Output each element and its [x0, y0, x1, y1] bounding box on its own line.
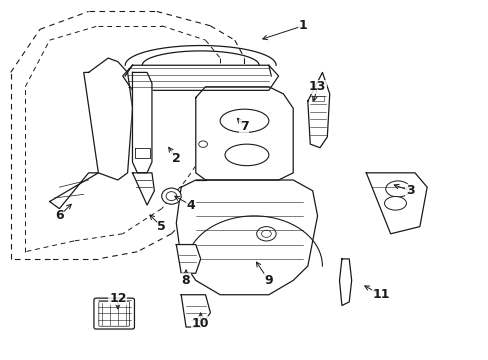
Polygon shape	[339, 259, 351, 306]
Text: 5: 5	[157, 220, 166, 233]
FancyBboxPatch shape	[99, 302, 129, 326]
Text: 4: 4	[186, 199, 195, 212]
Ellipse shape	[162, 188, 181, 204]
FancyBboxPatch shape	[94, 298, 134, 329]
Ellipse shape	[198, 141, 207, 147]
Text: 6: 6	[55, 210, 63, 222]
Ellipse shape	[385, 181, 409, 197]
Polygon shape	[366, 173, 427, 234]
Text: 2: 2	[172, 152, 180, 165]
Polygon shape	[176, 244, 200, 273]
Polygon shape	[195, 87, 293, 180]
Text: 1: 1	[298, 19, 306, 32]
Text: 13: 13	[308, 80, 325, 93]
Ellipse shape	[224, 144, 268, 166]
Text: 9: 9	[264, 274, 273, 287]
Text: 3: 3	[405, 184, 414, 197]
Text: 11: 11	[371, 288, 389, 301]
Text: 7: 7	[240, 120, 248, 133]
Polygon shape	[132, 173, 154, 205]
Polygon shape	[132, 72, 152, 173]
Polygon shape	[181, 295, 210, 327]
Text: 8: 8	[182, 274, 190, 287]
Polygon shape	[83, 58, 132, 180]
Ellipse shape	[384, 197, 406, 210]
Polygon shape	[122, 65, 278, 90]
Polygon shape	[50, 173, 98, 209]
Text: 10: 10	[191, 317, 209, 330]
Polygon shape	[307, 72, 329, 148]
Text: 12: 12	[109, 292, 126, 305]
Polygon shape	[176, 180, 317, 295]
Ellipse shape	[220, 109, 268, 132]
